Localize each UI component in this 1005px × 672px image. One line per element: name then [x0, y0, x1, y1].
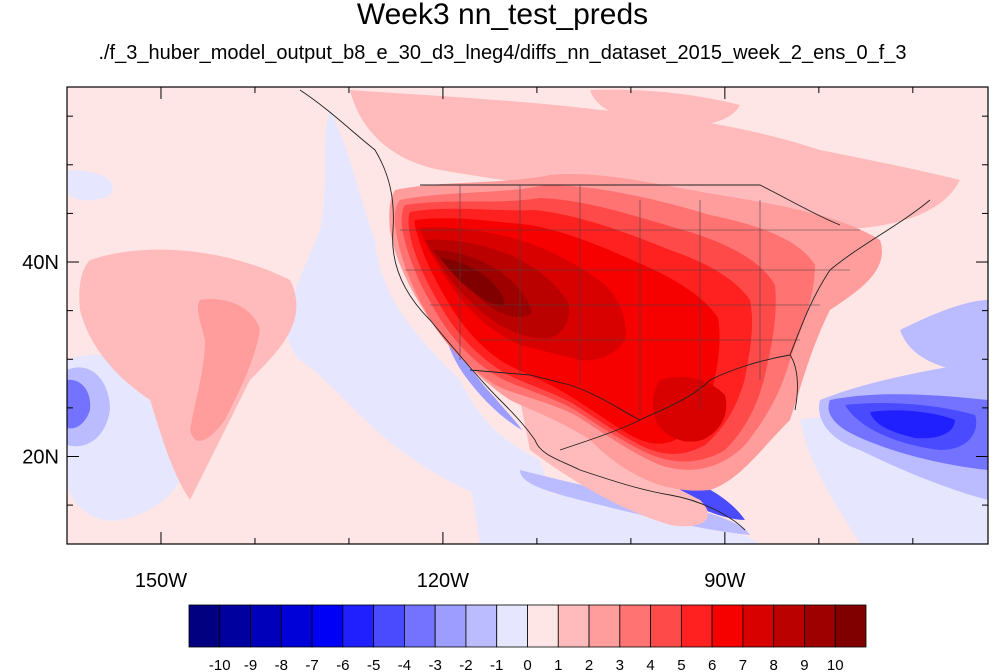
colorbar: -10 -9 -8 -7 -6 -5 -4 -3 -2 -1 0 1 2 3 4 5 6 7 8 9 10	[188, 604, 867, 672]
colorbar-swatch	[311, 604, 344, 648]
colorbar-label: -2	[459, 657, 472, 672]
border-mexico	[469, 369, 641, 421]
colorbar-label: 2	[585, 657, 593, 672]
colorbar-label: 3	[616, 657, 624, 672]
contour-pos8-south	[652, 376, 727, 442]
border-canada	[420, 184, 841, 226]
colorbar-swatch	[465, 604, 498, 648]
contour-pos2-northwest	[590, 89, 740, 127]
colorbar-swatch	[650, 604, 682, 648]
contour-pos3-pacific	[190, 299, 260, 441]
colorbar-label: -9	[244, 657, 257, 672]
coastlines	[299, 89, 931, 531]
colorbar-label: 7	[739, 657, 747, 672]
colorbar-label: -1	[490, 657, 503, 672]
contour-pos2-south	[520, 400, 709, 527]
colorbar-label: 8	[770, 657, 778, 672]
colorbar-swatch	[804, 604, 836, 648]
colorbar-swatch	[250, 604, 282, 648]
contour-neg1-south	[470, 480, 760, 544]
lon-tick-label: 120W	[417, 570, 469, 592]
anomaly-field	[67, 87, 988, 544]
colorbar-swatch	[680, 604, 713, 648]
lat-tick-label: 40N	[22, 252, 59, 274]
plot-frame	[66, 86, 989, 545]
colorbar-swatch	[834, 604, 867, 648]
colorbar-label: 5	[677, 657, 685, 672]
colorbar-swatch	[773, 604, 805, 648]
colorbar-label: -3	[429, 657, 442, 672]
colorbar-label: 10	[827, 657, 844, 672]
lon-tick-label: 150W	[135, 570, 187, 592]
colorbar-swatch	[619, 604, 651, 648]
colorbar-swatch	[557, 604, 590, 648]
colorbar-label: -10	[209, 657, 231, 672]
colorbar-swatch	[188, 604, 221, 648]
colorbar-swatch	[527, 604, 559, 648]
contour-neg3-pacific	[67, 379, 91, 429]
map-subtitle: ./f_3_huber_model_output_b8_e_30_d3_lneg…	[98, 42, 907, 64]
colorbar-swatch	[404, 604, 436, 648]
map-title: Week3 nn_test_preds	[356, 0, 649, 31]
colorbar-label: -8	[275, 657, 288, 672]
contour-neg2-northeast	[900, 300, 988, 371]
colorbar-label: -5	[367, 657, 380, 672]
colorbar-swatch	[496, 604, 528, 648]
colorbar-swatch	[219, 604, 251, 648]
lon-tick-label: 90W	[704, 570, 745, 592]
states-grid	[400, 185, 860, 415]
colorbar-label: 9	[800, 657, 808, 672]
contour-neg5-caribbean	[870, 410, 955, 439]
colorbar-label: 6	[708, 657, 716, 672]
contour-pos2-north	[350, 90, 960, 230]
colorbar-swatch	[434, 604, 467, 648]
colorbar-label: 4	[646, 657, 654, 672]
colorbar-swatch	[342, 604, 375, 648]
contour-neg1-westcoast	[287, 110, 560, 520]
colorbar-swatch	[280, 604, 313, 648]
colorbar-swatch	[588, 604, 621, 648]
colorbar-label: -6	[336, 657, 349, 672]
colorbar-label: 1	[554, 657, 562, 672]
colorbar-label: -4	[398, 657, 411, 672]
colorbar-swatch	[742, 604, 775, 648]
colorbar-swatch	[711, 604, 744, 648]
axis-ticks: 150W 120W 90W 40N 20N	[22, 87, 988, 592]
colorbar-label: 0	[523, 657, 531, 672]
colorbar-swatch	[373, 604, 405, 648]
lat-tick-label: 20N	[22, 446, 59, 468]
contour-neg1-north	[67, 170, 113, 201]
colorbar-label: -7	[305, 657, 318, 672]
